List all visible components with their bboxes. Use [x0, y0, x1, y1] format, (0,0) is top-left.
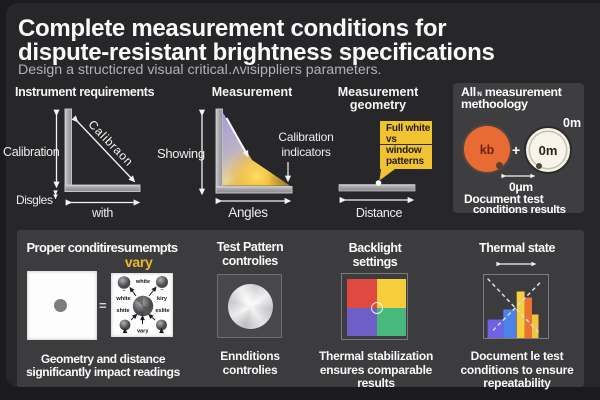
svg-text:white: white	[135, 279, 150, 285]
svg-text:..: ..	[160, 286, 164, 292]
svg-text:Calibraon: Calibraon	[85, 117, 136, 169]
svg-text:kiry: kiry	[157, 296, 168, 302]
svg-text:white: white	[115, 296, 130, 302]
svg-text:vary: vary	[137, 329, 149, 335]
svg-text:shite: shite	[116, 308, 129, 314]
svg-text:..: ..	[122, 287, 126, 293]
svg-text:eslite: eslite	[155, 308, 169, 314]
